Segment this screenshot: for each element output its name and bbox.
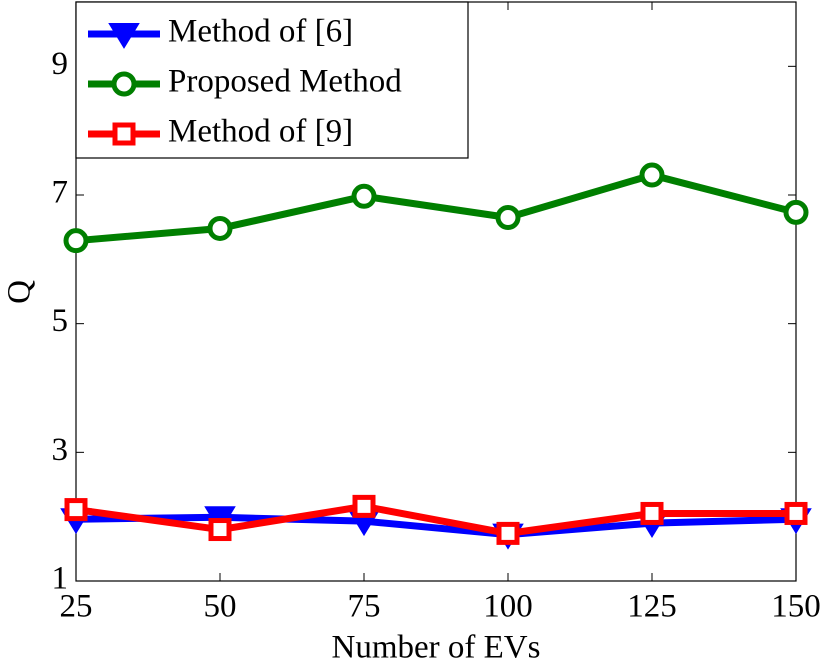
x-tick-label: 50 <box>204 589 237 625</box>
y-tick-label: 1 <box>52 561 69 597</box>
marker <box>784 501 808 525</box>
x-tick-label: 75 <box>348 589 381 625</box>
marker <box>63 228 89 254</box>
series-line <box>75 171 797 245</box>
y-tick-label: 5 <box>52 303 69 339</box>
x-tick-label: 125 <box>627 589 677 625</box>
legend-marker <box>108 23 140 49</box>
y-tick-label: 9 <box>52 46 69 82</box>
series-line <box>75 513 797 539</box>
marker <box>640 501 664 525</box>
legend-label: Proposed Method <box>168 64 402 100</box>
marker <box>352 494 376 518</box>
legend-label: Method of [6] <box>168 14 353 50</box>
marker <box>351 183 377 209</box>
marker <box>208 518 232 542</box>
legend-marker <box>112 122 136 146</box>
x-axis-label: Number of EVs <box>332 630 541 666</box>
marker <box>495 205 521 231</box>
legend-marker <box>111 71 137 97</box>
y-tick-label: 7 <box>52 175 69 211</box>
x-tick-label: 100 <box>483 589 533 625</box>
marker <box>64 498 88 522</box>
legend-label: Method of [9] <box>168 114 353 150</box>
legend: Method of [6] Proposed Method Method of [9… <box>75 1 469 159</box>
marker <box>496 521 520 545</box>
marker <box>639 162 665 188</box>
x-tick-label: 150 <box>771 589 821 625</box>
y-axis-label: Q <box>2 280 38 304</box>
marker <box>207 215 233 241</box>
series-line <box>75 502 796 537</box>
marker <box>783 199 809 225</box>
x-tick-label: 25 <box>60 589 93 625</box>
y-tick-label: 3 <box>52 432 69 468</box>
